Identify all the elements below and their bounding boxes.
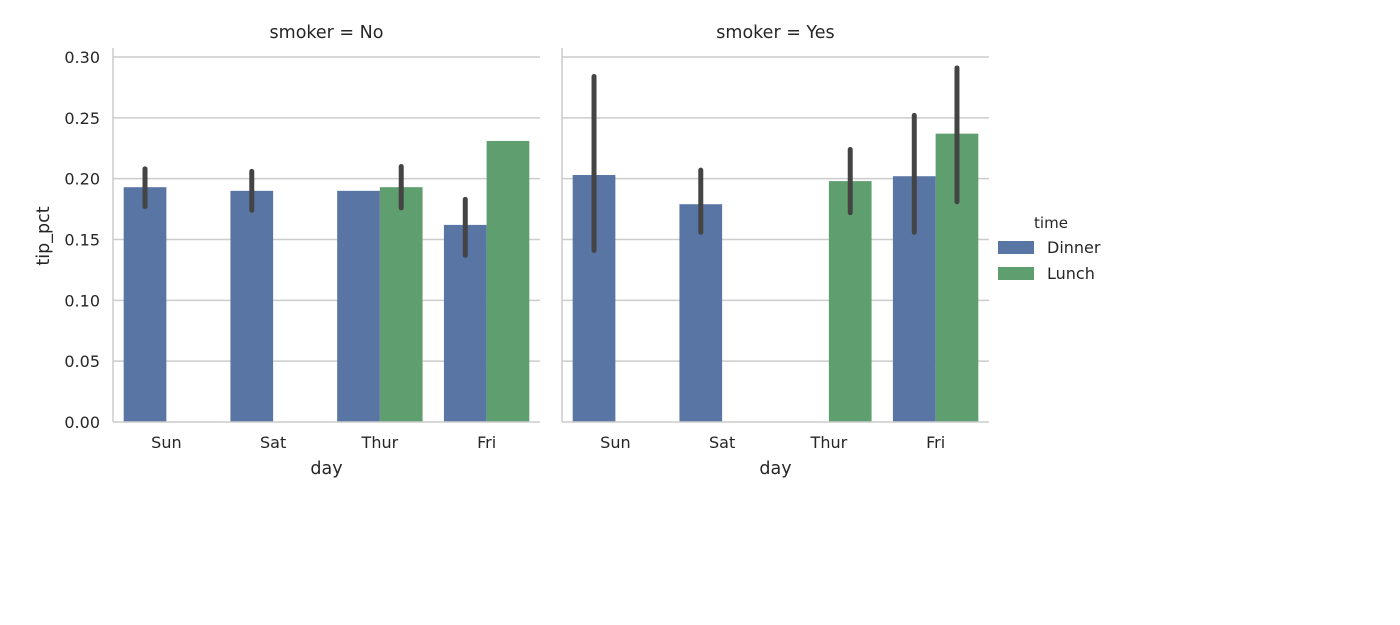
legend-swatch-dinner <box>998 241 1034 254</box>
x-axis-label: day <box>310 459 342 479</box>
y-tick-label: 0.00 <box>64 413 100 432</box>
panel-title: smoker = Yes <box>716 23 834 43</box>
bar-smoker-yes-lunch-thur <box>828 181 872 422</box>
bar-smoker-no-dinner-sat <box>230 190 274 422</box>
panel-2: Sun Sat Thur Fri day smoker = Yes <box>561 23 989 479</box>
y-tick-label: 0.30 <box>64 48 100 67</box>
x-tick-label: Sat <box>709 433 735 452</box>
y-axis-label: tip_pct <box>34 206 54 265</box>
x-tick-label: Thur <box>361 433 399 452</box>
bar-smoker-no-lunch-thur <box>379 187 423 422</box>
panel-1: Sun Sat Thur Fri 0.00 0.05 0.10 0.15 0.20 0.25 0.3… <box>64 23 540 479</box>
bar-smoker-no-dinner-thur <box>337 190 380 422</box>
bar-smoker-yes-dinner-sat <box>679 204 723 422</box>
y-tick-label: 0.25 <box>64 109 100 128</box>
x-tick-label: Thur <box>810 433 848 452</box>
x-tick-label: Fri <box>926 433 945 452</box>
y-tick-label: 0.20 <box>64 170 100 189</box>
x-tick-label: Fri <box>477 433 496 452</box>
y-tick-label: 0.05 <box>64 352 100 371</box>
bar-smoker-no-lunch-fri <box>486 140 530 422</box>
legend-swatch-lunch <box>998 267 1034 280</box>
legend-label-dinner: Dinner <box>1047 238 1101 257</box>
panel-title: smoker = No <box>270 23 384 43</box>
x-axis-label: day <box>759 459 791 479</box>
legend-title: time <box>1034 214 1068 232</box>
legend-label-lunch: Lunch <box>1047 264 1095 283</box>
panels: Sun Sat Thur Fri 0.00 0.05 0.10 0.15 0.20 0.25 0.3… <box>64 23 989 479</box>
y-tick-label: 0.10 <box>64 291 100 310</box>
x-tick-label: Sun <box>600 433 630 452</box>
y-tick-label: 0.15 <box>64 231 100 250</box>
bar-smoker-no-dinner-sun <box>123 187 167 422</box>
x-tick-label: Sun <box>151 433 181 452</box>
legend: time Dinner Lunch <box>998 214 1101 283</box>
x-tick-label: Sat <box>260 433 286 452</box>
